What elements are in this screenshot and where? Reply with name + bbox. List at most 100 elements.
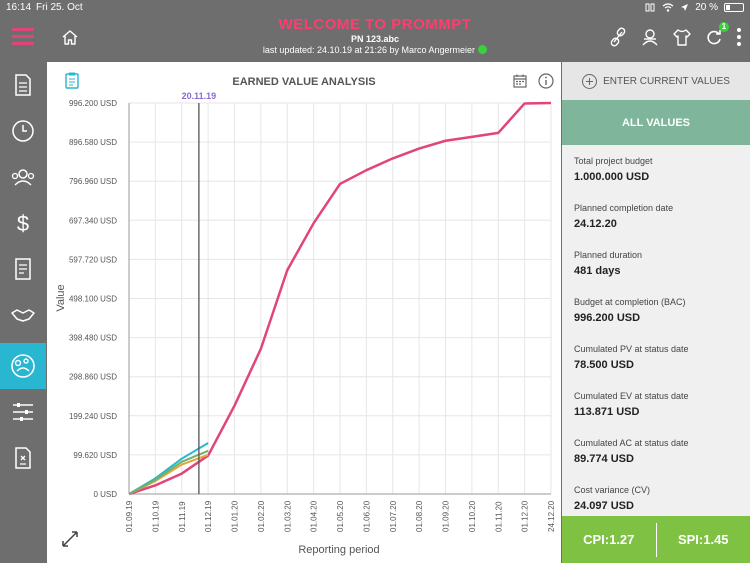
y-tick-label: 99.620 USD: [73, 451, 117, 460]
series-line-forecast: [128, 449, 209, 495]
value-item: Cumulated PV at status date 78.500 USD: [574, 344, 744, 391]
info-button[interactable]: [538, 73, 554, 89]
battery-icon: [724, 3, 744, 12]
value-amount: 24.097 USD: [574, 500, 634, 512]
last-updated-text: last updated: 24.10.19 at 21:26 by Marco…: [262, 45, 476, 55]
kpi-bar: CPI:1.27 SPI:1.45: [562, 516, 750, 563]
x-tick-label: 01.05.20: [336, 500, 345, 532]
x-tick-label: 01.02.20: [257, 500, 266, 532]
value-label: Total project budget: [574, 156, 653, 166]
battery-percent: 20 %: [695, 2, 718, 13]
handshake-icon: [11, 309, 35, 322]
x-tick-label: 01.11.19: [178, 501, 187, 532]
wifi-icon: [662, 3, 674, 12]
expand-icon: [62, 531, 78, 547]
sync-icon: [707, 30, 721, 45]
link-button[interactable]: [608, 26, 628, 48]
sidebar: $: [0, 62, 46, 563]
value-amount: 89.774 USD: [574, 453, 634, 465]
value-amount: 481 days: [574, 265, 621, 277]
svg-text:$: $: [17, 211, 29, 236]
values-panel: ENTER CURRENT VALUES ALL VALUES Total pr…: [562, 62, 750, 563]
shirt-button[interactable]: [672, 26, 692, 48]
value-label: Cost variance (CV): [574, 485, 651, 495]
value-label: Planned completion date: [574, 203, 674, 213]
sidebar-item-reports[interactable]: [0, 435, 46, 481]
checklist-icon: [15, 258, 31, 280]
x-tick-label: 01.10.20: [468, 500, 477, 532]
sliders-icon: [13, 403, 33, 421]
y-tick-label: 398.480 USD: [69, 334, 117, 343]
sidebar-item-team[interactable]: [0, 154, 46, 200]
value-item: Total project budget 1.000.000 USD: [574, 156, 744, 203]
spi-value: SPI:1.45: [677, 532, 729, 547]
x-tick-label: 01.12.19: [204, 500, 213, 532]
value-label: Planned duration: [574, 250, 643, 260]
series-line-earned-value: [128, 442, 209, 495]
more-button[interactable]: [736, 26, 742, 48]
sync-button[interactable]: 1: [704, 22, 729, 48]
y-tick-label: 0 USD: [93, 490, 117, 499]
value-label: Budget at completion (BAC): [574, 297, 686, 307]
earned-value-chart: 0 USD 99.620 USD 199.240 USD 298.860 USD 398…: [55, 91, 556, 556]
last-updated: last updated: 24.10.19 at 21:26 by Marco…: [0, 45, 750, 55]
value-item: Cumulated EV at status date 113.871 USD: [574, 391, 744, 438]
project-name: PN 123.abc: [350, 34, 400, 44]
y-tick-label: 896.580 USD: [69, 138, 117, 147]
link-icon: [610, 27, 626, 47]
y-axis-label: Value: [55, 284, 67, 311]
team-icon: [642, 29, 658, 46]
all-values-tab[interactable]: ALL VALUES: [562, 100, 750, 145]
sidebar-item-stakeholders[interactable]: [0, 292, 46, 338]
chart-panel: EARNED VALUE ANALYSIS 0 USD 99.620 USD 199…: [47, 62, 561, 563]
x-tick-label: 01.10.19: [151, 500, 160, 532]
x-tick-label: 01.11.20: [494, 501, 503, 532]
x-tick-label: 01.08.20: [415, 500, 424, 532]
home-icon: [62, 30, 78, 45]
dollar-icon: $: [17, 211, 29, 236]
sidebar-item-tasks[interactable]: [0, 246, 46, 292]
y-tick-label: 597.720 USD: [69, 255, 117, 264]
x-tick-label: 01.07.20: [389, 500, 398, 532]
more-vertical-icon: [737, 28, 741, 46]
home-button[interactable]: [60, 28, 82, 50]
shirt-icon: [673, 29, 691, 46]
chart-title: EARNED VALUE ANALYSIS: [232, 76, 376, 88]
plus-icon: [582, 73, 598, 89]
app-header: WELCOME TO PROMMPT PN 123.abc last updat…: [0, 16, 750, 62]
x-axis-label: Reporting period: [298, 544, 379, 556]
x-tick-label: 01.01.20: [231, 500, 240, 532]
y-tick-label: 697.340 USD: [69, 216, 117, 225]
enter-current-values-label: ENTER CURRENT VALUES: [603, 75, 730, 87]
expand-button[interactable]: [61, 530, 79, 548]
app-title: WELCOME TO PROMMPT: [278, 16, 472, 33]
value-item: Planned duration 481 days: [574, 250, 744, 297]
menu-button[interactable]: [12, 28, 34, 46]
sidebar-item-documents[interactable]: [0, 62, 46, 108]
value-amount: 78.500 USD: [574, 359, 634, 371]
dashboard-gauge-icon: [11, 354, 35, 378]
value-label: Cumulated EV at status date: [574, 391, 689, 401]
sidebar-item-schedule[interactable]: [0, 108, 46, 154]
value-item: Cumulated AC at status date 89.774 USD: [574, 438, 744, 485]
report-icon: [15, 447, 31, 469]
enter-current-values-button[interactable]: ENTER CURRENT VALUES: [562, 62, 750, 100]
value-item: Planned completion date 24.12.20: [574, 203, 744, 250]
clipboard-button[interactable]: [65, 72, 79, 89]
clock-icon: [12, 120, 34, 142]
value-amount: 1.000.000 USD: [574, 171, 650, 183]
sidebar-item-settings[interactable]: [0, 389, 46, 435]
kpi-divider: [655, 522, 657, 557]
orientation-lock-icon: [645, 3, 655, 12]
team-button[interactable]: [640, 26, 660, 48]
sidebar-item-earned-value[interactable]: [0, 343, 46, 389]
x-tick-label: 01.09.20: [442, 500, 451, 532]
y-tick-label: 298.860 USD: [69, 373, 117, 382]
x-tick-label: 01.09.19: [125, 500, 134, 532]
sidebar-item-budget[interactable]: $: [0, 200, 46, 246]
status-bar: 16:14 Fri 25. Oct 20 %: [0, 0, 750, 16]
calendar-button[interactable]: [513, 74, 527, 88]
location-icon: [681, 4, 689, 11]
y-tick-label: 498.100 USD: [69, 295, 117, 304]
value-amount: 113.871 USD: [574, 406, 640, 418]
